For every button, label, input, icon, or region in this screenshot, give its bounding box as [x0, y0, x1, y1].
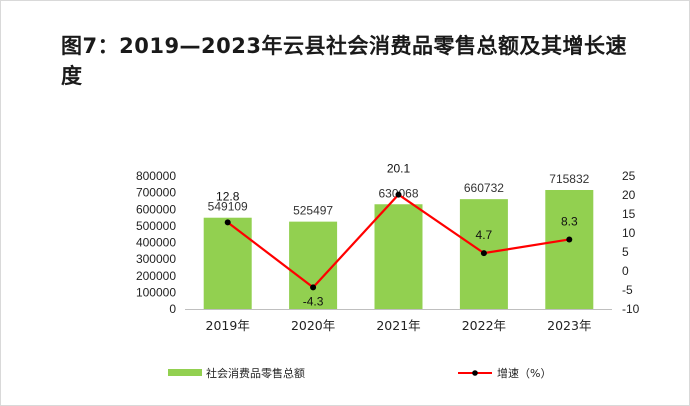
growth-point	[224, 219, 231, 226]
y-left-tick-label: 600000	[136, 202, 176, 216]
y-right-tick-label: -5	[622, 283, 633, 297]
y-left-tick-label: 300000	[136, 252, 176, 266]
y-left-tick-label: 100000	[136, 285, 176, 299]
legend-bar-label: 社会消费品零售总额	[206, 366, 305, 380]
growth-value-label: 4.7	[476, 228, 493, 242]
growth-value-label: 8.3	[561, 214, 578, 228]
bar-value-label: 525497	[293, 204, 333, 218]
y-left-tick-label: 0	[169, 302, 176, 316]
bar	[203, 217, 252, 309]
bar	[545, 189, 594, 309]
y-right-tick-label: 5	[622, 245, 629, 259]
y-right-tick-label: -10	[622, 302, 640, 316]
y-right-tick-label: 20	[622, 188, 636, 202]
bar-value-label: 549109	[208, 200, 248, 214]
legend-line-label: 增速（%）	[497, 366, 551, 380]
bar-value-label: 660732	[464, 181, 504, 195]
chart-title: 图7：2019—2023年云县社会消费品零售总额及其增长速度	[61, 34, 628, 88]
y-right-tick-label: 15	[622, 207, 636, 221]
legend-bar-swatch	[168, 369, 202, 376]
x-tick-label: 2021年	[376, 318, 420, 333]
x-tick-label: 2020年	[291, 318, 335, 333]
y-right-tick-label: 25	[622, 169, 636, 183]
bar	[289, 221, 338, 309]
y-left-tick-label: 800000	[136, 169, 176, 183]
growth-value-label: -4.3	[303, 294, 324, 308]
bar	[374, 204, 423, 309]
growth-point	[480, 250, 487, 257]
y-left-tick-label: 700000	[136, 186, 176, 200]
growth-point	[566, 236, 573, 243]
growth-value-label: 12.8	[216, 189, 240, 203]
x-tick-label: 2019年	[206, 318, 250, 333]
legend-line-marker	[472, 370, 478, 376]
y-right-tick-label: 0	[622, 264, 629, 278]
y-left-tick-label: 500000	[136, 219, 176, 233]
x-tick-label: 2023年	[547, 318, 591, 333]
growth-value-label: 20.1	[387, 162, 411, 176]
y-left-tick-label: 400000	[136, 236, 176, 250]
x-tick-label: 2022年	[462, 318, 506, 333]
growth-point	[395, 191, 402, 198]
y-left-tick-label: 200000	[136, 269, 176, 283]
y-right-tick-label: 10	[622, 226, 636, 240]
growth-point	[310, 284, 317, 291]
bar-value-label: 715832	[549, 172, 589, 186]
